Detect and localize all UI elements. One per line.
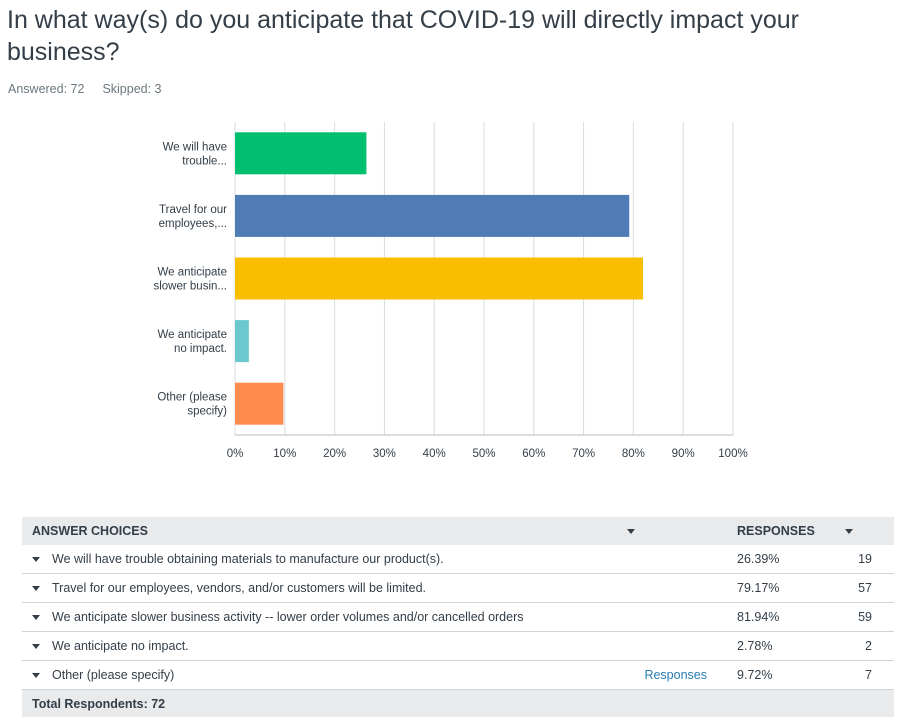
x-tick-label: 60% [522, 448, 545, 460]
table-header-row: ANSWER CHOICES RESPONSES [22, 517, 894, 545]
responses-link-cell [627, 602, 729, 632]
x-tick-label: 100% [718, 448, 747, 460]
responses-header[interactable]: RESPONSES [729, 517, 894, 545]
x-tick-label: 90% [672, 448, 695, 460]
answer-choice-label: We anticipate slower business activity -… [52, 610, 524, 624]
total-row: Total Respondents: 72 [22, 689, 894, 717]
chevron-down-icon[interactable] [627, 529, 635, 535]
x-tick-label: 20% [323, 448, 346, 460]
category-label: We anticipate no impact. [158, 329, 227, 355]
responses-link-cell [627, 573, 729, 603]
table-row: We anticipate no impact. 2.78% 2 [22, 631, 894, 661]
responses-link-cell [627, 631, 729, 661]
bar[interactable] [235, 382, 284, 425]
category-label: We will have trouble... [163, 141, 227, 167]
answered-count: Answered: 72 [8, 82, 85, 96]
response-percent: 9.72% [729, 660, 832, 690]
bar[interactable] [235, 257, 644, 300]
response-count: 57 [832, 573, 894, 603]
chevron-down-icon[interactable] [32, 644, 40, 650]
response-count: 59 [832, 602, 894, 632]
answer-choice-label: Other (please specify) [52, 668, 175, 682]
table-row: Other (please specify) Responses 9.72% 7 [22, 660, 894, 690]
answer-choice-label: We anticipate no impact. [52, 639, 189, 653]
x-tick-label: 50% [472, 448, 495, 460]
response-count: 2 [832, 631, 894, 661]
answer-choice-label: We will have trouble obtaining materials… [52, 552, 444, 566]
chart-bars [235, 132, 644, 425]
answer-table: ANSWER CHOICES RESPONSES We will have tr… [22, 517, 894, 717]
category-label: Travel for our employees,... [159, 204, 228, 230]
responses-link[interactable]: Responses [644, 668, 707, 682]
response-percent: 26.39% [729, 545, 832, 574]
table-row: We will have trouble obtaining materials… [22, 545, 894, 574]
answer-choice-cell: Other (please specify) [22, 660, 627, 690]
responses-link-cell [627, 545, 729, 574]
table-row: We anticipate slower business activity -… [22, 602, 894, 632]
chart-category-labels: We will have trouble... Travel for our empl… [153, 141, 227, 417]
response-percent: 2.78% [729, 631, 832, 661]
chevron-down-icon[interactable] [32, 673, 40, 679]
answer-choices-header[interactable]: ANSWER CHOICES [22, 517, 627, 545]
skipped-count: Skipped: 3 [102, 82, 162, 96]
chevron-down-icon[interactable] [844, 529, 853, 535]
x-tick-label: 40% [423, 448, 446, 460]
x-tick-label: 0% [227, 448, 244, 460]
chart-x-tick-labels: 0% 10% 20% 30% 40% 50% 60% 70% 80% 90% 100% [227, 448, 748, 460]
x-tick-label: 30% [373, 448, 396, 460]
bar[interactable] [235, 320, 249, 363]
question-title: In what way(s) do you anticipate that CO… [7, 6, 799, 66]
chevron-down-icon[interactable] [32, 615, 40, 621]
response-count: 19 [832, 545, 894, 574]
response-count: 7 [832, 660, 894, 690]
chevron-down-icon[interactable] [32, 586, 40, 592]
answer-choice-cell: We will have trouble obtaining materials… [22, 545, 627, 574]
response-percent: 79.17% [729, 573, 832, 603]
answer-choices-sort[interactable] [627, 517, 729, 545]
answer-choice-cell: We anticipate slower business activity -… [22, 602, 627, 632]
answer-choice-cell: We anticipate no impact. [22, 631, 627, 661]
category-label: Other (please specify) [157, 392, 227, 418]
x-tick-label: 70% [572, 448, 595, 460]
category-label: We anticipate slower busin... [153, 267, 227, 293]
response-stats: Answered: 72 Skipped: 3 [8, 82, 162, 96]
response-percent: 81.94% [729, 602, 832, 632]
x-tick-label: 10% [273, 448, 296, 460]
chevron-down-icon[interactable] [32, 557, 40, 563]
x-tick-label: 80% [622, 448, 645, 460]
responses-link-cell: Responses [627, 660, 729, 690]
bar[interactable] [235, 194, 630, 237]
answer-choice-label: Travel for our employees, vendors, and/o… [52, 581, 426, 595]
table-row: Travel for our employees, vendors, and/o… [22, 573, 894, 603]
responses-header-label: RESPONSES [737, 524, 815, 538]
bar[interactable] [235, 132, 367, 175]
bar-chart: We will have trouble... Travel for our empl… [153, 122, 748, 460]
total-respondents: Total Respondents: 72 [22, 689, 894, 717]
answer-choice-cell: Travel for our employees, vendors, and/o… [22, 573, 627, 603]
